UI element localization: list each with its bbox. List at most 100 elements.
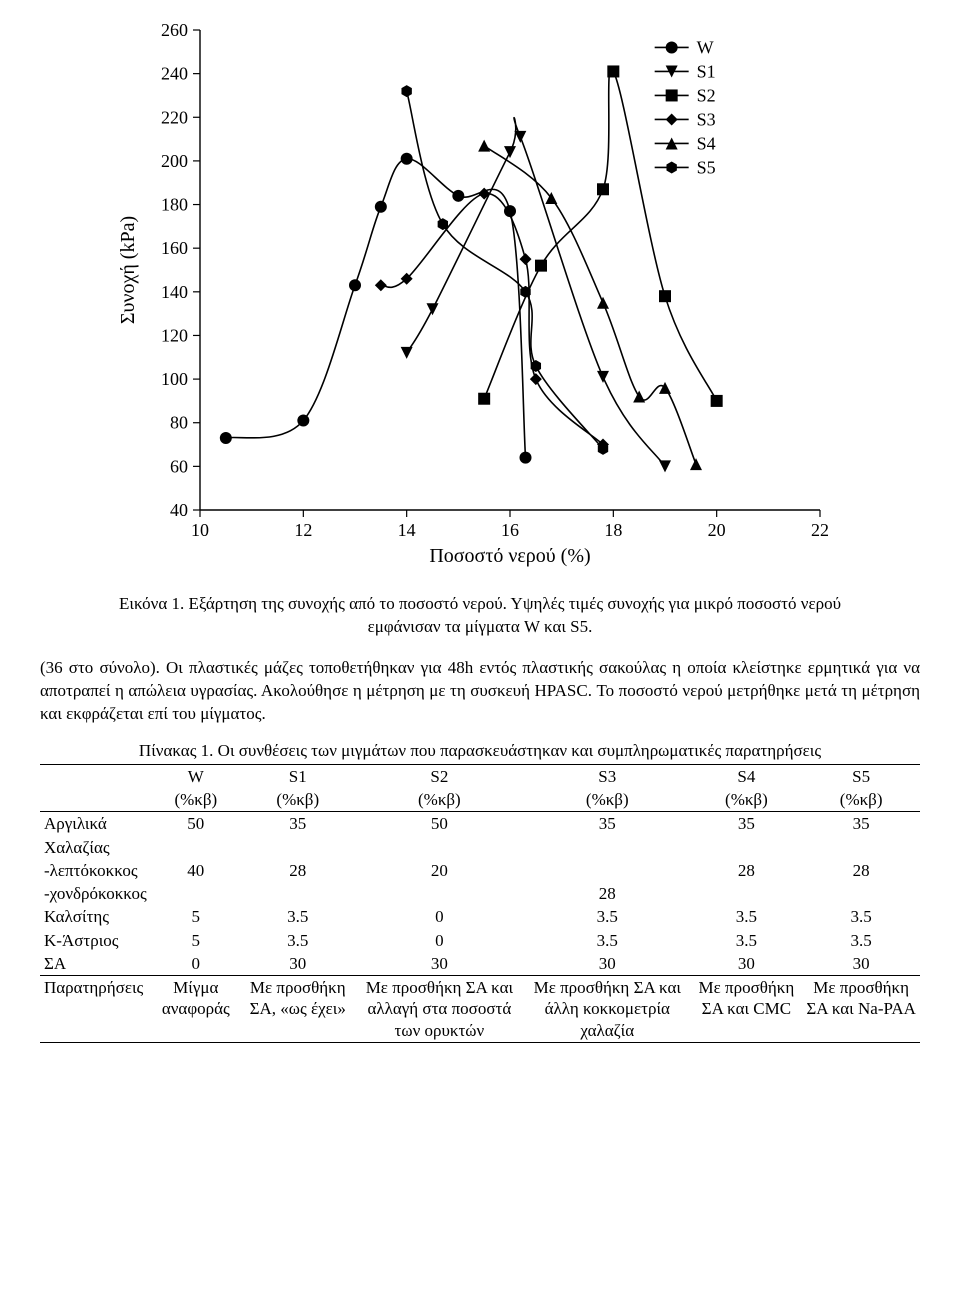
svg-text:Συνοχή (kPa): Συνοχή (kPa) [117, 216, 139, 324]
svg-text:Ποσοστό νερού (%): Ποσοστό νερού (%) [429, 545, 590, 567]
table-cell [151, 882, 241, 905]
svg-text:20: 20 [708, 520, 726, 540]
table-cell: 30 [524, 952, 690, 976]
table-cell: 28 [241, 859, 355, 882]
table-row: Χαλαζίας [40, 836, 920, 859]
svg-text:S4: S4 [697, 133, 716, 153]
svg-text:14: 14 [398, 520, 416, 540]
table-header-unit-row: (%κβ)(%κβ)(%κβ)(%κβ)(%κβ)(%κβ) [40, 788, 920, 812]
table-col-unit: (%κβ) [524, 788, 690, 812]
table-row: -λεπτόκοκκος4028202828 [40, 859, 920, 882]
svg-text:120: 120 [161, 325, 188, 345]
table-cell: 5 [151, 905, 241, 928]
svg-text:16: 16 [501, 520, 519, 540]
table-cell: 5 [151, 929, 241, 952]
table-cell [802, 836, 920, 859]
svg-text:22: 22 [811, 520, 829, 540]
svg-text:140: 140 [161, 282, 188, 302]
table-col-unit [40, 788, 151, 812]
table-cell: 3.5 [241, 929, 355, 952]
table-cell: 28 [802, 859, 920, 882]
svg-text:220: 220 [161, 107, 188, 127]
table-cell: 30 [241, 952, 355, 976]
table-cell: -λεπτόκοκκος [40, 859, 151, 882]
table-cell: 40 [151, 859, 241, 882]
table-title-lead: Πίνακας 1. [139, 741, 214, 760]
table-cell [802, 882, 920, 905]
table-row: ΣΑ03030303030 [40, 952, 920, 976]
caption-text: Εξάρτηση της συνοχής από το ποσοστό νερο… [184, 594, 841, 636]
table-cell: 50 [355, 812, 524, 836]
table-cell: 28 [524, 882, 690, 905]
table-title: Πίνακας 1. Οι συνθέσεις των μιγμάτων που… [100, 740, 860, 762]
table-col-unit: (%κβ) [802, 788, 920, 812]
composition-table: WS1S2S3S4S5 (%κβ)(%κβ)(%κβ)(%κβ)(%κβ)(%κ… [40, 764, 920, 1043]
table-cell [241, 882, 355, 905]
table-row: Αργιλικά503550353535 [40, 812, 920, 836]
svg-text:10: 10 [191, 520, 209, 540]
svg-text:S1: S1 [697, 61, 716, 81]
caption-lead: Εικόνα 1. [119, 594, 184, 613]
table-obs-cell: Με προσθήκη ΣΑ, «ως έχει» [241, 976, 355, 1043]
table-obs-cell: Με προσθήκη ΣΑ και άλλη κοκκομετρία χαλα… [524, 976, 690, 1043]
table-title-text: Οι συνθέσεις των μιγμάτων που παρασκευάσ… [213, 741, 821, 760]
table-col-unit: (%κβ) [690, 788, 802, 812]
table-col-header: S5 [802, 764, 920, 788]
table-col-header: S1 [241, 764, 355, 788]
table-cell [524, 836, 690, 859]
table-cell: 20 [355, 859, 524, 882]
table-body: Αργιλικά503550353535Χαλαζίας-λεπτόκοκκος… [40, 812, 920, 976]
table-cell: 0 [355, 929, 524, 952]
table-cell: 35 [241, 812, 355, 836]
table-obs-cell: Με προσθήκη ΣΑ και CMC [690, 976, 802, 1043]
body-paragraph: (36 στο σύνολο). Οι πλαστικές μάζες τοπο… [40, 657, 920, 726]
table-cell: 0 [355, 905, 524, 928]
table-cell: 3.5 [524, 929, 690, 952]
table-cell [151, 836, 241, 859]
svg-text:60: 60 [170, 456, 188, 476]
table-row: Κ-Άστριος53.503.53.53.5 [40, 929, 920, 952]
table-cell: 3.5 [802, 929, 920, 952]
table-cell [241, 836, 355, 859]
table-cell: Κ-Άστριος [40, 929, 151, 952]
table-cell: 28 [690, 859, 802, 882]
svg-text:W: W [697, 37, 714, 57]
table-col-header: S2 [355, 764, 524, 788]
svg-text:240: 240 [161, 64, 188, 84]
table-cell [690, 882, 802, 905]
table-cell: 35 [690, 812, 802, 836]
table-cell: 30 [802, 952, 920, 976]
table-cell: 3.5 [524, 905, 690, 928]
svg-text:S2: S2 [697, 85, 716, 105]
table-col-header [40, 764, 151, 788]
table-cell [355, 882, 524, 905]
table-col-unit: (%κβ) [241, 788, 355, 812]
svg-text:180: 180 [161, 195, 188, 215]
svg-text:160: 160 [161, 238, 188, 258]
svg-text:200: 200 [161, 151, 188, 171]
table-cell: 3.5 [690, 929, 802, 952]
table-cell: -χονδρόκοκκος [40, 882, 151, 905]
table-cell: Χαλαζίας [40, 836, 151, 859]
figure-caption: Εικόνα 1. Εξάρτηση της συνοχής από το πο… [100, 593, 860, 639]
table-cell: 0 [151, 952, 241, 976]
table-cell [524, 859, 690, 882]
table-cell: 35 [802, 812, 920, 836]
svg-text:260: 260 [161, 20, 188, 40]
table-cell: Αργιλικά [40, 812, 151, 836]
table-cell: 3.5 [690, 905, 802, 928]
table-observations-row: ΠαρατηρήσειςΜίγμα αναφοράςΜε προσθήκη ΣΑ… [40, 976, 920, 1043]
table-cell: 3.5 [241, 905, 355, 928]
svg-text:S3: S3 [697, 109, 716, 129]
table-cell: ΣΑ [40, 952, 151, 976]
svg-text:12: 12 [294, 520, 312, 540]
table-col-unit: (%κβ) [355, 788, 524, 812]
table-col-unit: (%κβ) [151, 788, 241, 812]
svg-text:40: 40 [170, 500, 188, 520]
table-cell: 30 [690, 952, 802, 976]
table-cell: 50 [151, 812, 241, 836]
table-obs-cell: Με προσθήκη ΣΑ και Na-PAA [802, 976, 920, 1043]
table-observations: ΠαρατηρήσειςΜίγμα αναφοράςΜε προσθήκη ΣΑ… [40, 976, 920, 1043]
table-cell [690, 836, 802, 859]
cohesion-chart: 1012141618202240608010012014016018020022… [110, 20, 850, 585]
